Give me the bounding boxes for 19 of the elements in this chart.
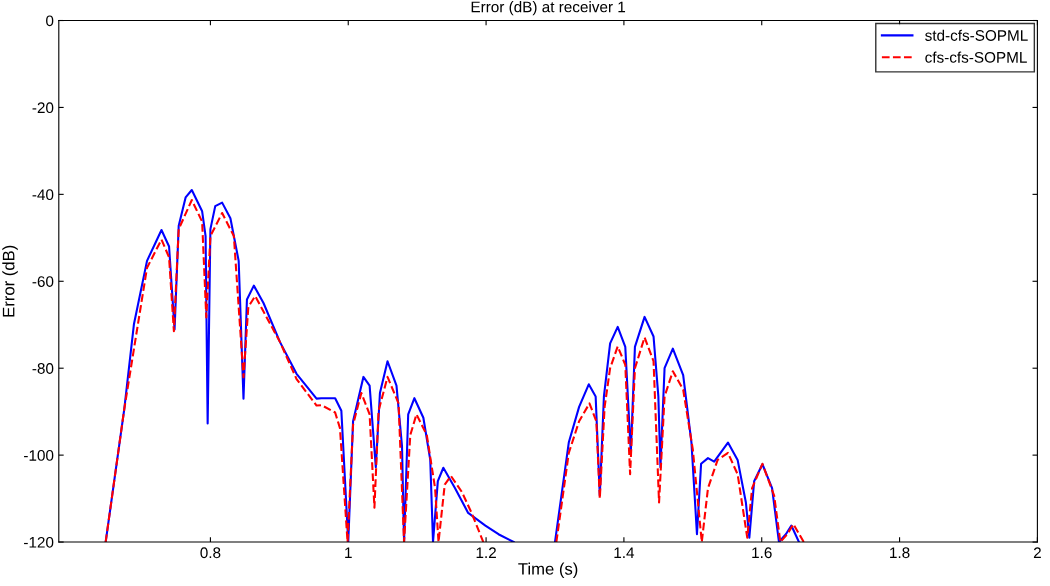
y-tick-label: -120 [24, 536, 54, 548]
x-tick-label: 0.8 [200, 547, 221, 559]
x-tick-label: 2 [1033, 547, 1041, 558]
y-tick-label: -80 [32, 363, 54, 374]
y-tick-label: -20 [32, 102, 54, 114]
y-tick-label: -100 [24, 449, 54, 461]
x-tick-label: 1.2 [476, 547, 496, 558]
y-tick-label: -40 [32, 189, 54, 201]
x-tick-label: 1.6 [752, 547, 772, 559]
x-tick-label: 1.4 [614, 547, 635, 558]
x-axis-title: Time (s) [518, 562, 578, 579]
y-tick-label: -60 [32, 276, 54, 287]
legend-label: std-cfs-SOPML [925, 29, 1028, 41]
x-tick-label: 1 [345, 547, 352, 558]
chart-title: Error (dB) at receiver 1 [471, 1, 626, 16]
y-axis-title: Error (dB) [2, 245, 18, 317]
legend-label: cfs-cfs-SOPML [925, 51, 1027, 63]
x-tick-label: 1.8 [890, 547, 910, 559]
y-tick-label: 0 [46, 15, 54, 27]
